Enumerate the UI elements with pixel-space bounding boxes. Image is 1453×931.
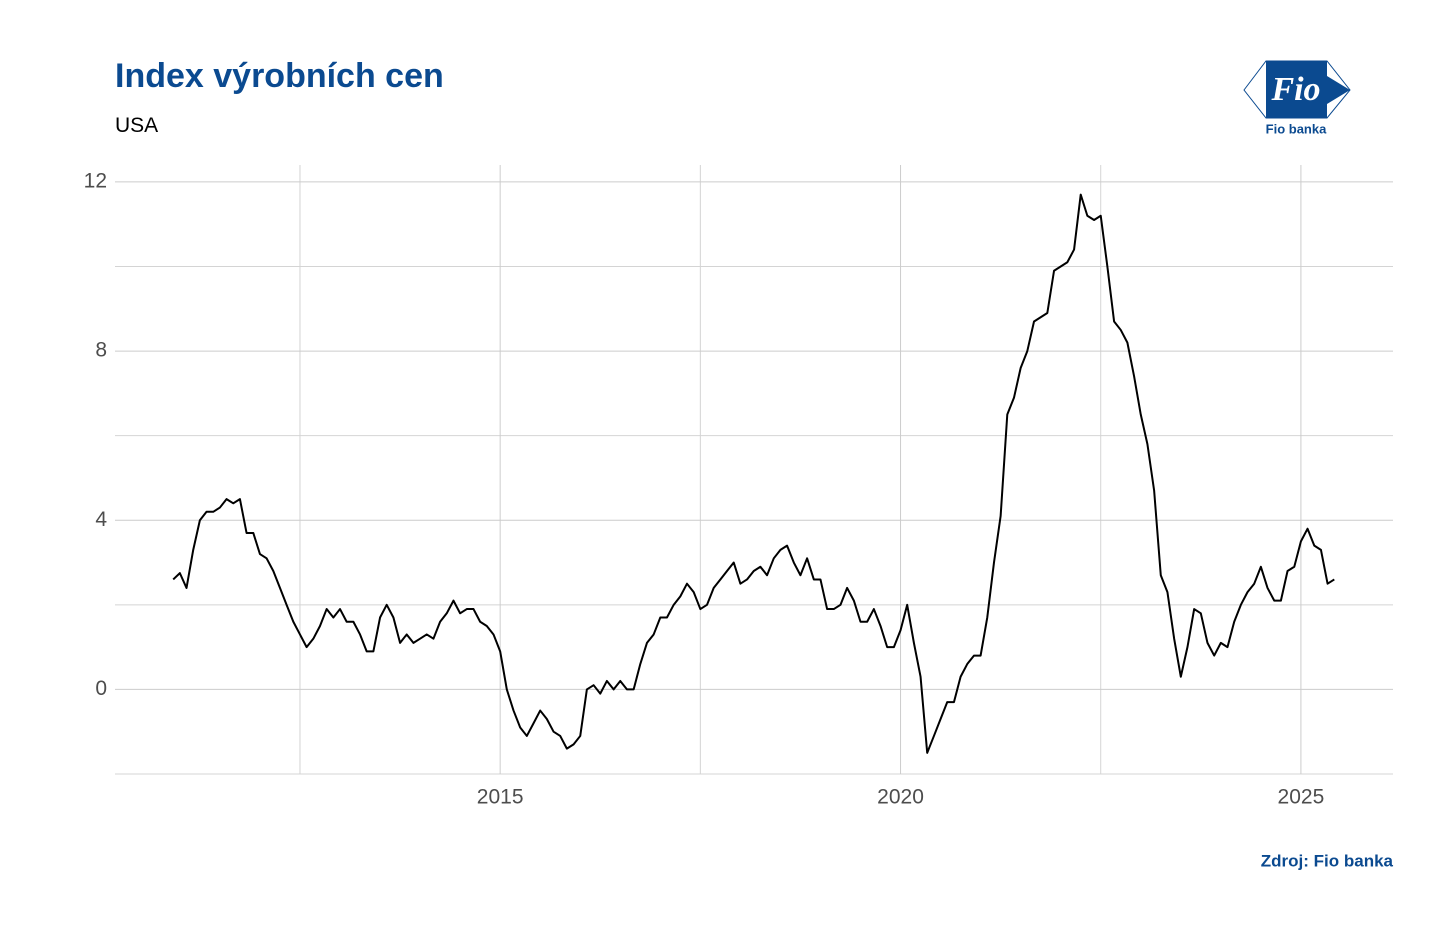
source: Zdroj: Fio banka bbox=[1261, 851, 1394, 870]
x-tick-label: 2020 bbox=[877, 786, 924, 809]
x-tick-label: 2025 bbox=[1278, 786, 1325, 809]
y-tick-label: 12 bbox=[84, 169, 107, 192]
chart-subtitle: USA bbox=[115, 114, 158, 137]
data-line bbox=[172, 193, 1335, 754]
logo-flag bbox=[1266, 61, 1327, 118]
logo-mark: Fio bbox=[1270, 71, 1320, 108]
logo: Fio Fio banka bbox=[1243, 60, 1351, 136]
x-tick-label: 2015 bbox=[477, 786, 524, 809]
y-tick-label: 0 bbox=[95, 677, 107, 700]
logo-tip bbox=[1327, 76, 1350, 104]
logo-name: Fio banka bbox=[1266, 121, 1327, 136]
y-tick-label: 4 bbox=[95, 508, 107, 531]
y-tick-label: 8 bbox=[95, 339, 107, 362]
chart-title: Index výrobních cen bbox=[115, 57, 444, 95]
